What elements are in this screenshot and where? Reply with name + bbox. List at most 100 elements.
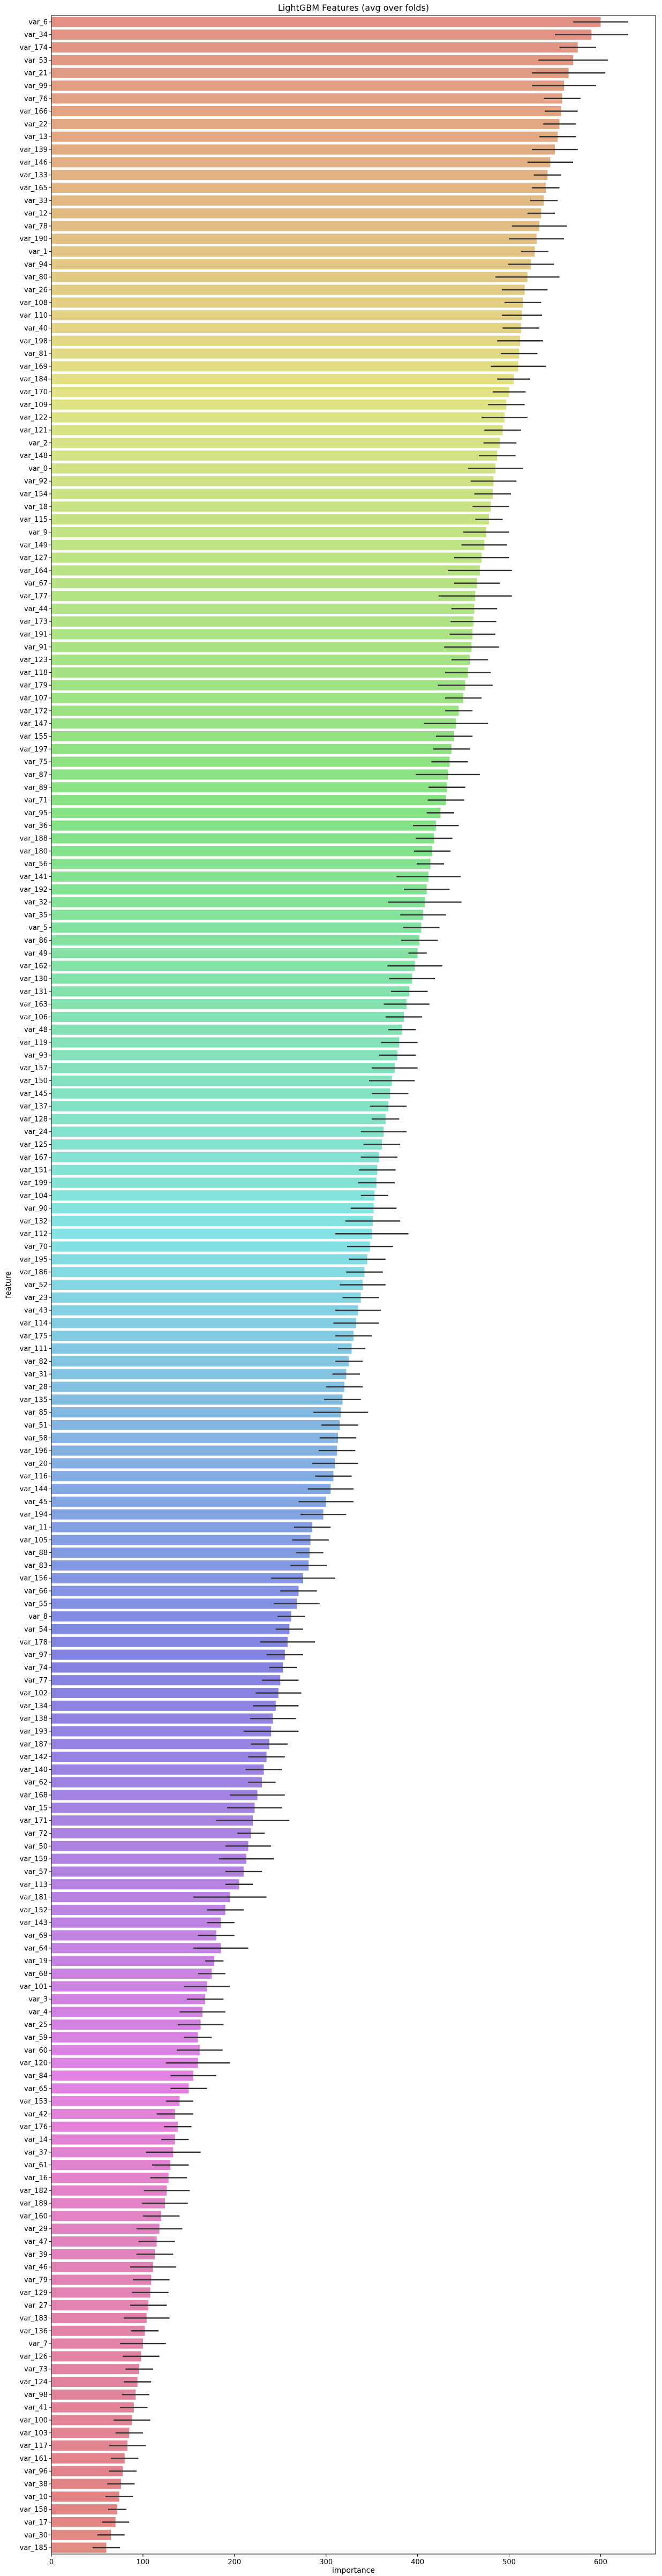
y-tick-label: var_186 — [20, 1268, 48, 1276]
bar-var-19 — [51, 1956, 215, 1966]
y-tick-label: var_129 — [20, 2289, 48, 2297]
bar-var-38 — [51, 2479, 121, 2489]
y-tick-label: var_103 — [20, 2429, 48, 2437]
y-tick-label: var_118 — [20, 669, 48, 677]
bar-var-182 — [51, 2185, 167, 2196]
y-tick-label: var_166 — [20, 108, 48, 116]
y-tick-label: var_136 — [20, 2327, 48, 2335]
y-tick-label: var_143 — [20, 1919, 48, 1927]
y-tick-label: var_15 — [24, 1804, 48, 1812]
y-tick-label: var_16 — [24, 2174, 48, 2182]
bar-var-119 — [51, 1037, 400, 1048]
y-tick-label: var_152 — [20, 1906, 48, 1914]
bar-var-147 — [51, 718, 456, 729]
bar-var-17 — [51, 2517, 116, 2527]
bar-var-92 — [51, 476, 494, 486]
bar-var-158 — [51, 2504, 118, 2515]
bar-var-157 — [51, 1063, 395, 1073]
bar-var-115 — [51, 514, 489, 525]
y-tick-label: var_155 — [20, 733, 48, 741]
y-tick-label: var_92 — [24, 478, 48, 486]
bar-var-93 — [51, 1050, 398, 1061]
y-tick-label: var_50 — [24, 1843, 48, 1851]
y-tick-label: var_61 — [24, 2161, 48, 2169]
y-tick-label: var_83 — [24, 1562, 48, 1570]
y-tick-label: var_144 — [20, 1485, 48, 1493]
y-tick-label: var_62 — [24, 1779, 48, 1787]
bar-var-20 — [51, 1458, 335, 1469]
y-tick-label: var_156 — [20, 1575, 48, 1583]
bar-var-52 — [51, 1279, 363, 1290]
y-tick-label: var_170 — [20, 388, 48, 396]
bar-var-1 — [51, 246, 535, 257]
bar-var-22 — [51, 118, 560, 129]
bar-var-140 — [51, 1764, 264, 1775]
bar-var-139 — [51, 144, 555, 155]
y-tick-label: var_120 — [20, 2060, 48, 2068]
bar-var-40 — [51, 322, 521, 333]
bar-var-118 — [51, 667, 468, 678]
bar-var-131 — [51, 986, 410, 997]
bar-var-114 — [51, 1318, 357, 1328]
bar-var-59 — [51, 2032, 198, 2043]
y-tick-label: var_7 — [28, 2340, 48, 2348]
bar-var-109 — [51, 399, 507, 410]
bar-var-162 — [51, 960, 415, 971]
bar-var-82 — [51, 1356, 349, 1366]
y-tick-label: var_127 — [20, 554, 48, 562]
y-tick-label: var_67 — [24, 580, 48, 588]
y-tick-label: var_20 — [24, 1460, 48, 1468]
y-tick-label: var_27 — [24, 2302, 48, 2310]
bar-var-167 — [51, 1152, 379, 1162]
bar-var-153 — [51, 2096, 180, 2107]
y-tick-label: var_5 — [28, 924, 48, 932]
y-tick-label: var_133 — [20, 171, 48, 179]
y-tick-label: var_180 — [20, 847, 48, 855]
y-tick-label: var_135 — [20, 1396, 48, 1404]
y-tick-label: var_178 — [20, 1639, 48, 1647]
bar-var-117 — [51, 2440, 127, 2451]
bar-var-111 — [51, 1343, 352, 1354]
x-tick-label: 600 — [594, 2558, 607, 2566]
bar-var-105 — [51, 1535, 311, 1545]
bar-var-48 — [51, 1024, 402, 1035]
y-tick-label: var_157 — [20, 1064, 48, 1072]
y-tick-label: var_153 — [20, 2098, 48, 2106]
bar-var-61 — [51, 2160, 171, 2171]
y-tick-label: var_140 — [20, 1766, 48, 1774]
bar-var-150 — [51, 1075, 392, 1086]
y-tick-label: var_90 — [24, 1205, 48, 1213]
bar-var-86 — [51, 935, 420, 946]
bar-var-129 — [51, 2287, 151, 2298]
y-tick-label: var_121 — [20, 426, 48, 434]
bar-var-185 — [51, 2542, 107, 2553]
bar-var-103 — [51, 2428, 130, 2438]
y-tick-label: var_3 — [28, 1996, 48, 2004]
y-tick-label: var_33 — [24, 197, 48, 205]
y-tick-label: var_171 — [20, 1817, 48, 1825]
y-tick-label: var_85 — [24, 1409, 48, 1417]
bar-var-136 — [51, 2325, 145, 2336]
bar-var-36 — [51, 820, 436, 831]
y-tick-label: var_2 — [28, 439, 48, 447]
bar-var-142 — [51, 1752, 267, 1762]
bar-var-50 — [51, 1841, 249, 1851]
bar-var-163 — [51, 999, 407, 1010]
bar-var-27 — [51, 2300, 149, 2311]
y-tick-label: var_192 — [20, 886, 48, 894]
bar-var-107 — [51, 693, 464, 703]
bar-var-49 — [51, 948, 418, 958]
bar-var-51 — [51, 1420, 340, 1430]
bar-var-65 — [51, 2083, 189, 2094]
bar-var-134 — [51, 1700, 276, 1711]
bar-var-174 — [51, 42, 578, 53]
bar-var-14 — [51, 2134, 175, 2145]
bar-var-57 — [51, 1866, 244, 1877]
y-tick-label: var_87 — [24, 771, 48, 779]
y-tick-label: var_40 — [24, 325, 48, 333]
y-tick-label: var_30 — [24, 2532, 48, 2540]
y-tick-label: var_32 — [24, 899, 48, 907]
y-tick-label: var_107 — [20, 695, 48, 703]
y-tick-label: var_6 — [28, 18, 48, 26]
bar-var-199 — [51, 1177, 377, 1188]
